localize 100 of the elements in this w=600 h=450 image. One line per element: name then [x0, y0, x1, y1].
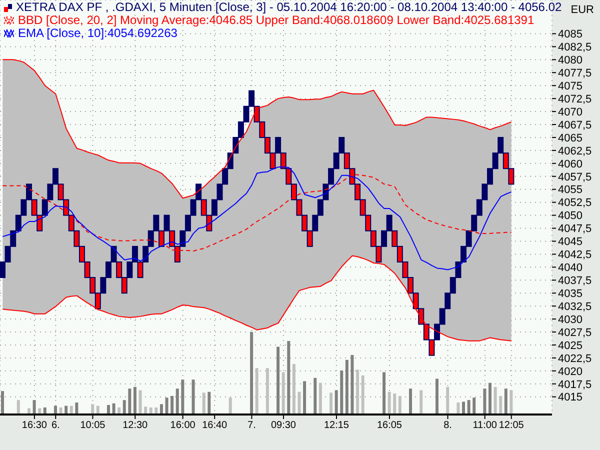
bar	[149, 407, 152, 414]
y-tick-label: 4075	[558, 80, 582, 92]
y-tick-label: 4035	[558, 288, 582, 300]
x-tick-label: 16:40	[202, 420, 228, 432]
y-tick-label: 4067,5	[558, 119, 592, 132]
y-tick-label: 4047,5	[558, 223, 592, 236]
bar	[472, 398, 476, 414]
x-tick-label: 16:00	[170, 420, 196, 432]
bar	[202, 392, 206, 414]
y-tick-label: 4032,5	[558, 300, 592, 313]
y-tick-label: 4077,5	[558, 68, 592, 80]
bar	[446, 386, 450, 414]
x-tick-label: 6.	[51, 420, 60, 432]
bar	[266, 368, 269, 414]
bar	[70, 406, 73, 414]
bar	[330, 392, 333, 414]
y-tick-label: 4080	[558, 54, 582, 67]
bar	[250, 332, 254, 414]
bar	[510, 390, 513, 414]
line-series	[2, 166, 512, 270]
y-tick-label: 4065	[558, 132, 582, 144]
y-tick-label: 4070	[558, 106, 582, 118]
bar	[298, 392, 301, 414]
bar	[276, 346, 280, 414]
y-tick-label: 4017,5	[558, 378, 592, 391]
bar	[345, 360, 348, 414]
bar	[181, 380, 184, 414]
bar	[436, 378, 439, 414]
y-axis-title: EUR	[570, 4, 594, 16]
x-tick-label: 10:05	[80, 420, 106, 432]
bar	[128, 388, 132, 414]
y-tick-label: 4022,5	[558, 352, 592, 365]
x-tick-label: 12:15	[324, 420, 350, 432]
legend-label: EMA [Close, 10]:4054.692263	[18, 26, 178, 40]
y-tick-label: 4027,5	[558, 326, 592, 339]
x-tick-label: 8.	[444, 420, 452, 432]
x-tick-label: 11:00	[472, 420, 498, 432]
y-tick-label: 4030	[558, 314, 582, 326]
bar	[456, 402, 460, 414]
bar	[54, 406, 57, 414]
bar	[192, 380, 195, 414]
bar	[228, 398, 232, 414]
y-tick-label: 4050	[558, 210, 582, 222]
bar	[122, 400, 126, 414]
bar	[398, 396, 402, 414]
y-tick-label: 4045	[558, 236, 582, 248]
bar	[64, 406, 68, 414]
bar	[96, 406, 100, 414]
bar	[303, 381, 306, 414]
bar	[1, 391, 4, 414]
bar	[133, 386, 136, 414]
bar	[282, 372, 285, 414]
y-tick-label: 4042,5	[558, 249, 592, 262]
bar	[154, 407, 158, 414]
bar	[176, 388, 179, 414]
y-tick-label: 4085	[558, 28, 582, 41]
bar	[314, 378, 317, 414]
x-tick-label: 09:30	[270, 420, 296, 432]
bar	[59, 407, 62, 414]
bar	[165, 398, 168, 414]
bar	[16, 400, 20, 414]
bar	[32, 400, 36, 414]
y-tick-label: 4057,5	[558, 171, 592, 184]
y-tick-label: 4062,5	[558, 145, 592, 158]
bar	[112, 403, 116, 414]
bar	[494, 386, 497, 414]
y-tick-label: 4037,5	[558, 275, 592, 288]
bar	[91, 404, 94, 414]
bar	[318, 382, 322, 414]
bar	[170, 396, 174, 414]
y-tick-label: 4040	[558, 262, 582, 274]
bar	[350, 354, 354, 414]
bar	[409, 388, 412, 414]
x-tick-label: 12:05	[498, 420, 524, 432]
y-tick-label: 4052,5	[558, 197, 592, 210]
bar	[420, 390, 423, 414]
bar	[138, 390, 142, 414]
bar	[292, 364, 296, 414]
bar	[43, 407, 46, 414]
bar	[388, 392, 391, 414]
bar	[467, 400, 470, 414]
bar	[75, 402, 78, 414]
bar	[255, 368, 258, 414]
y-tick-label: 4025	[558, 340, 582, 352]
bar	[504, 388, 508, 414]
bar	[462, 402, 466, 414]
bar	[488, 382, 492, 414]
bar	[393, 394, 396, 414]
bar	[106, 404, 110, 414]
legend-label: XETRA DAX PF , .GDAXI, 5 Minuten [Close, 3] - 05.10.2004 16:20:00 - 08.10.2004 13:40:00 - 4056.02	[16, 0, 562, 14]
bar	[160, 404, 163, 414]
y-tick-label: 4055	[558, 184, 582, 196]
bar	[361, 375, 364, 414]
legend-label: BBD [Close, 20, 2] Moving Average:4046.85 Upper Band:4068.018609 Lower Band:4025.681391	[18, 13, 534, 27]
y-tick-label: 4072,5	[558, 93, 592, 106]
y-tick-label: 4020	[558, 366, 582, 378]
bar	[382, 372, 386, 414]
bar	[144, 406, 148, 414]
bar	[356, 370, 360, 414]
x-tick-label: 12:30	[122, 420, 148, 432]
